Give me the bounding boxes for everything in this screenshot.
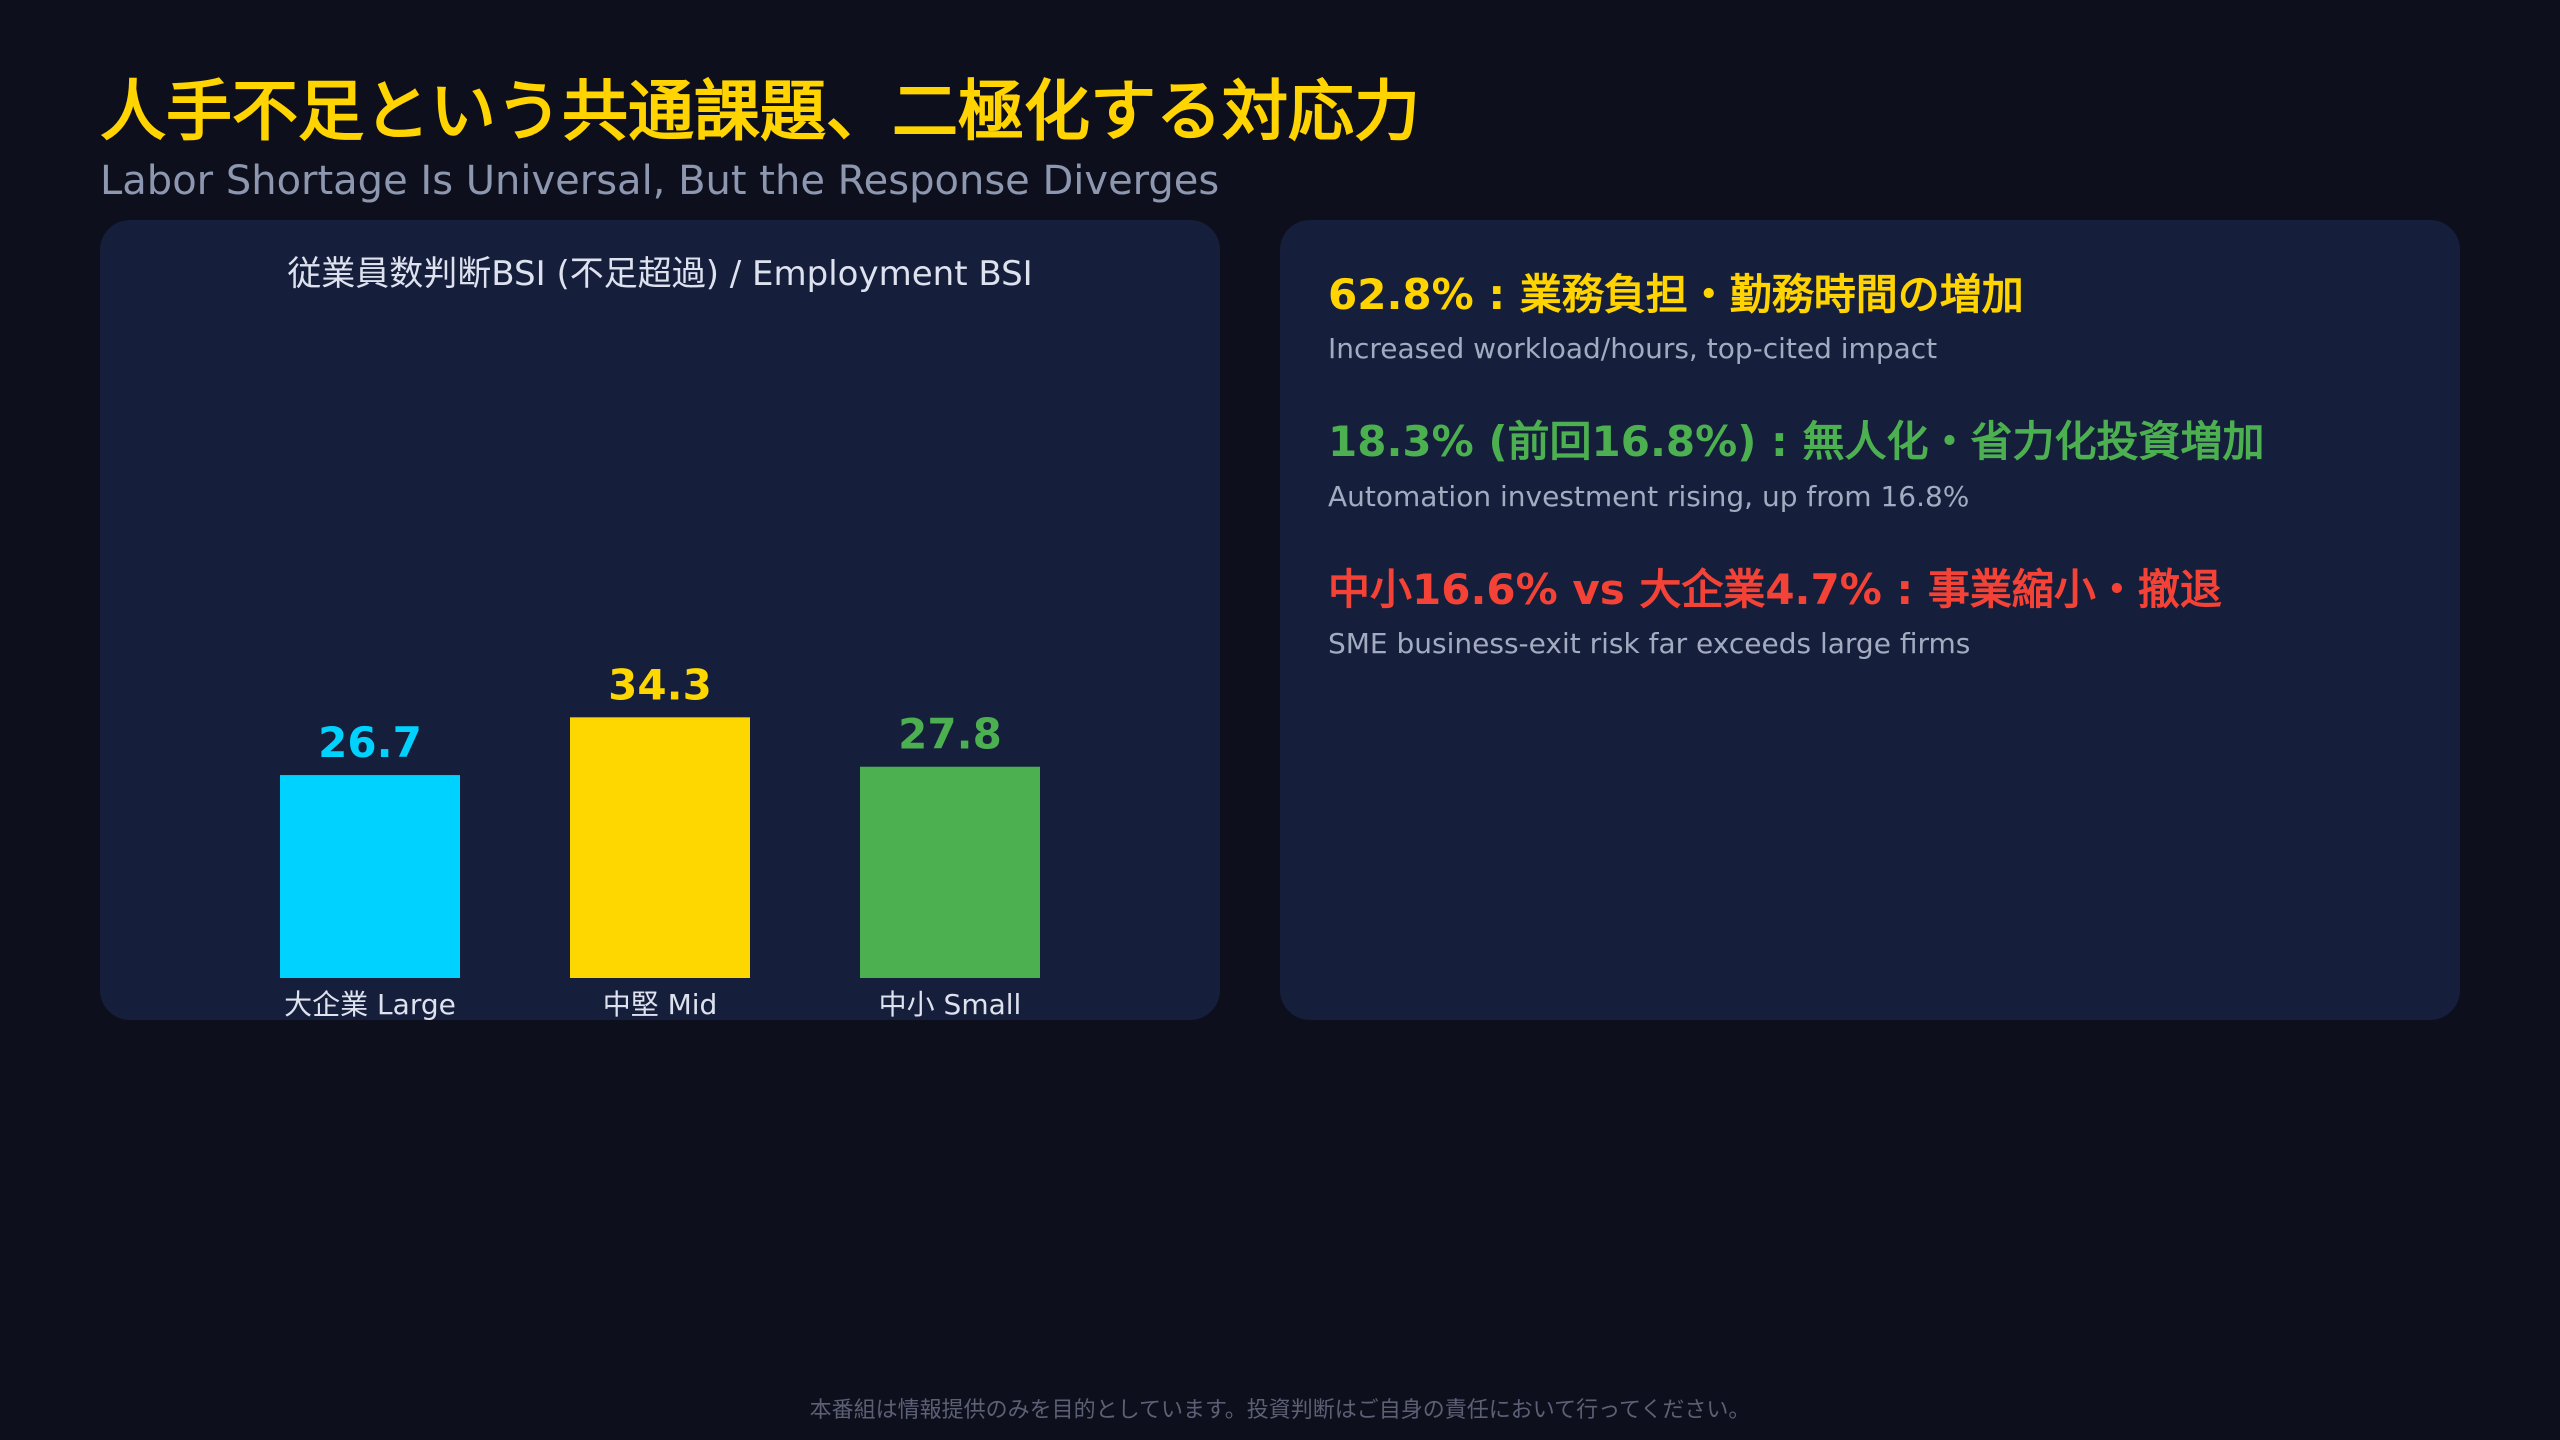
page-title: 人手不足という共通課題、二極化する対応力: [100, 73, 1420, 150]
category-label: 大企業 Large: [284, 988, 456, 1020]
finding-headline: 62.8% : 業務負担・勤務時間の増加: [1328, 270, 2024, 319]
bar: [280, 775, 460, 978]
finding-detail: Increased workload/hours, top-cited impa…: [1328, 332, 1938, 366]
finding-item: 62.8% : 業務負担・勤務時間の増加 Increased workload/…: [1328, 270, 2418, 365]
findings-panel: 62.8% : 業務負担・勤務時間の増加 Increased workload/…: [1280, 220, 2460, 1020]
finding-detail: SME business-exit risk far exceeds large…: [1328, 627, 1971, 661]
bar-chart: 26.7 大企業 Large 34.3 中堅 Mid 27.8 中小 Small: [280, 660, 1040, 1020]
bars-layer: 26.7 大企業 Large 34.3 中堅 Mid 27.8 中小 Small: [280, 660, 1040, 1020]
category-label: 中堅 Mid: [603, 988, 718, 1020]
category-label: 中小 Small: [879, 988, 1022, 1020]
finding-detail: Automation investment rising, up from 16…: [1328, 479, 1970, 513]
chart-panel: 従業員数判断BSI (不足超過) / Employment BSI 26.7 大企…: [100, 220, 1220, 1020]
finding-item: 中小16.6% vs 大企業4.7% : 事業縮小・撤退 SME busines…: [1328, 565, 2418, 660]
findings-list: 62.8% : 業務負担・勤務時間の増加 Increased workload/…: [1328, 270, 2418, 712]
chart-title: 従業員数判断BSI (不足超過) / Employment BSI: [287, 254, 1033, 294]
bar: [570, 717, 750, 978]
bar-value-label: 34.3: [608, 660, 712, 709]
finding-headline: 18.3% (前回16.8%) : 無人化・省力化投資増加: [1328, 417, 2265, 467]
disclaimer: 本番組は情報提供のみを目的としています。投資判断はご自身の責任において行ってくだ…: [809, 1398, 1751, 1423]
finding-headline: 中小16.6% vs 大企業4.7% : 事業縮小・撤退: [1328, 564, 2222, 614]
bar: [860, 766, 1040, 978]
bar-value-label: 27.8: [898, 710, 1002, 759]
page-subtitle: Labor Shortage Is Universal, But the Res…: [100, 158, 1220, 204]
bar-value-label: 26.7: [318, 718, 422, 767]
finding-item: 18.3% (前回16.8%) : 無人化・省力化投資増加 Automation…: [1328, 417, 2418, 512]
